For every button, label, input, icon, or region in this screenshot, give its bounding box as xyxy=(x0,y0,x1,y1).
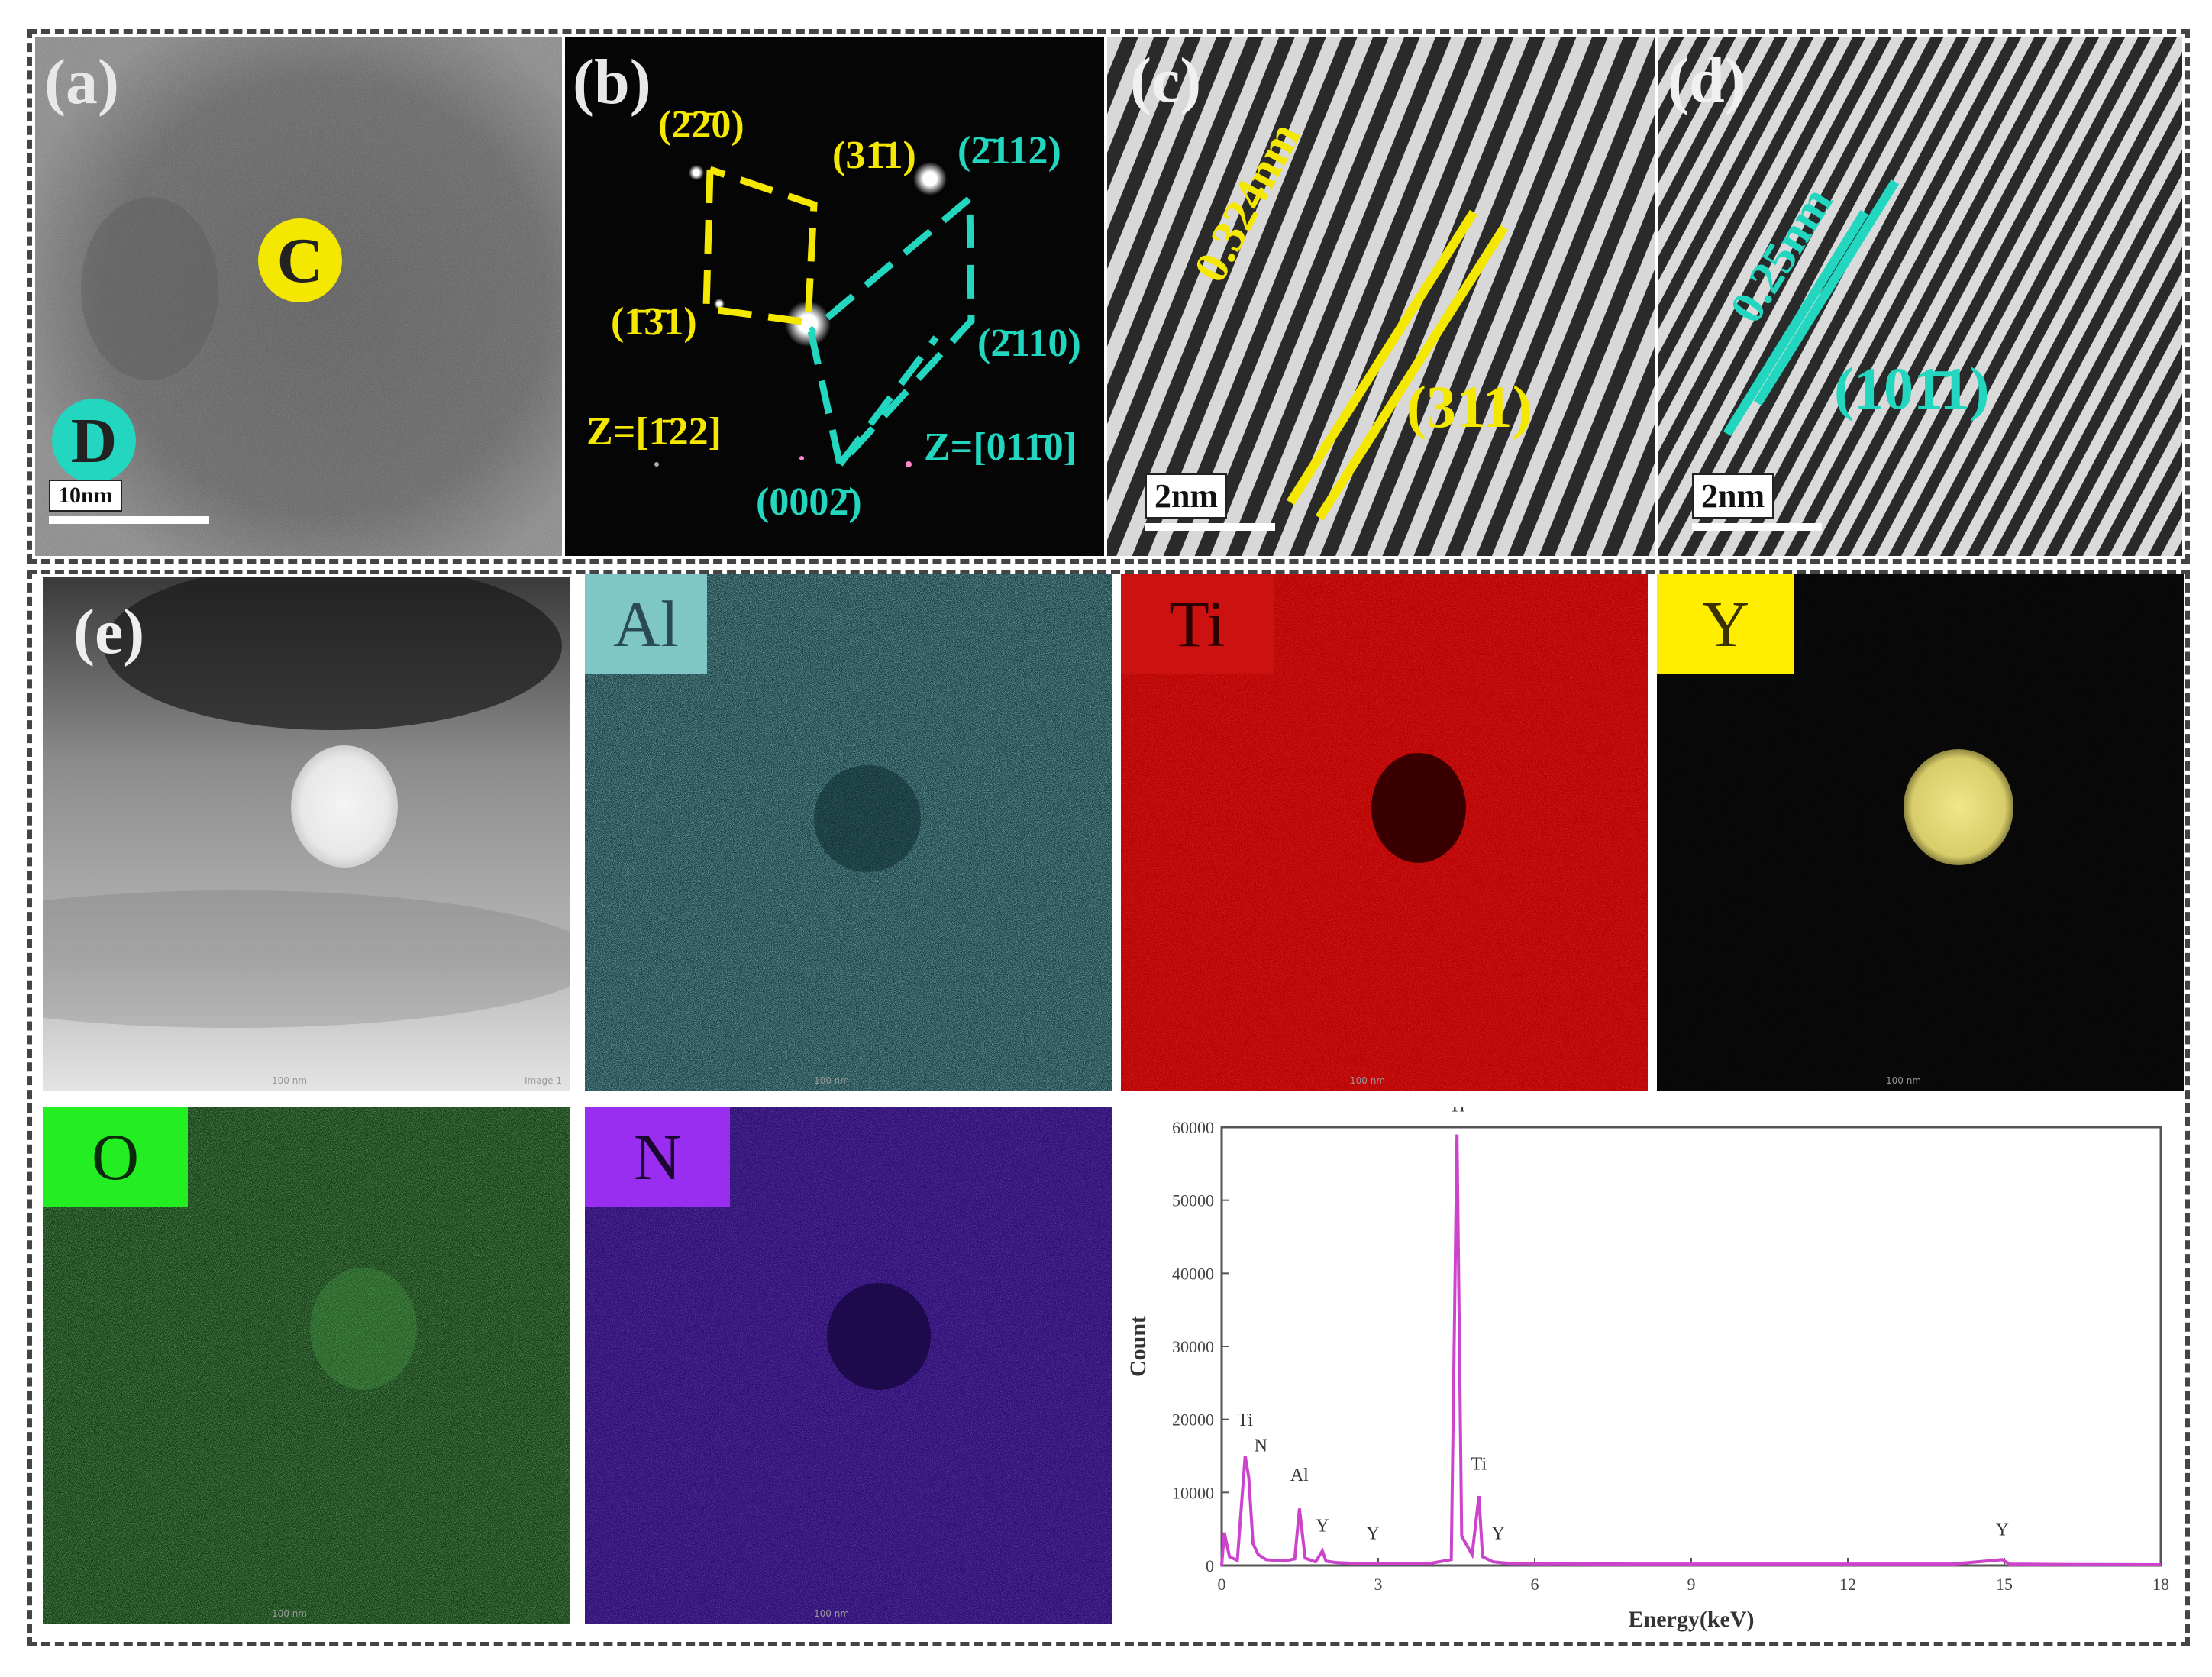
map-o-element: O xyxy=(91,1120,140,1194)
map-ti-scale: 100 nm xyxy=(1350,1075,1386,1086)
panel-b-diffraction: (b) (2̄2̄0) (1̄3̄1) (31̄1) (2̄112) (2̄11… xyxy=(565,37,1104,556)
yellow-dashed-cell xyxy=(702,166,818,327)
spot-label-y2: (31̄1) xyxy=(832,134,916,177)
panel-c-scale-text: 2nm xyxy=(1145,473,1228,519)
map-o-scale: 100 nm xyxy=(272,1608,308,1619)
y-tick-label: 40000 xyxy=(1172,1264,1214,1283)
panel-e-haadf: (e) 100 nm Image 1 xyxy=(43,577,570,1091)
map-y-label: Y xyxy=(1657,574,1794,674)
x-tick-label: 12 xyxy=(1839,1575,1856,1594)
panel-d-lattice xyxy=(1658,37,2182,556)
y-tick-label: 20000 xyxy=(1172,1410,1214,1430)
map-y: Y 100 nm xyxy=(1657,574,2184,1091)
y-tick-label: 60000 xyxy=(1172,1118,1214,1137)
peak-label: Ti xyxy=(1238,1410,1254,1430)
panel-e-image xyxy=(43,577,570,1091)
panel-a-scale-text: 10nm xyxy=(49,480,122,512)
map-n-label: N xyxy=(585,1107,730,1207)
y-tick-label: 10000 xyxy=(1172,1483,1214,1502)
peak-label: Ti xyxy=(1471,1454,1487,1474)
panel-e-detector: Image 1 xyxy=(524,1075,562,1086)
panel-a-scale-bar xyxy=(49,516,209,524)
panel-d-scale-text: 2nm xyxy=(1692,473,1774,519)
marker-c: C xyxy=(258,218,342,302)
peak-label: Y xyxy=(1491,1524,1504,1543)
panel-d-plane: (101̄1) xyxy=(1834,355,1990,422)
peak-label: Ti xyxy=(1449,1107,1465,1116)
bottom-grid-frame xyxy=(27,570,2190,1646)
panel-c-fringes: (c) 0.324nm (311) 2nm xyxy=(1107,37,1655,556)
y-axis-label: Count xyxy=(1125,1316,1151,1377)
y-tick-label: 50000 xyxy=(1172,1191,1214,1210)
spot-label-c2: (0002̄) xyxy=(756,480,862,524)
peak-label: Y xyxy=(1316,1517,1329,1536)
x-tick-label: 6 xyxy=(1531,1575,1539,1594)
panel-b-label: (b) xyxy=(573,47,651,118)
panel-c-plane: (311) xyxy=(1406,373,1532,440)
panel-b-pattern xyxy=(654,162,975,472)
spot-label-c1: (2̄110) xyxy=(977,322,1081,365)
map-ti-element: Ti xyxy=(1169,587,1225,661)
map-al-element: Al xyxy=(613,587,679,661)
panel-d-label: (d) xyxy=(1668,45,1746,116)
panel-c-label: (c) xyxy=(1130,45,1202,116)
y-tick-label: 0 xyxy=(1206,1556,1214,1575)
marker-d: D xyxy=(52,399,136,483)
panel-a-scalebar: 10nm xyxy=(49,480,209,524)
spectrum-line xyxy=(1220,1134,2162,1567)
map-ti: Ti 100 nm xyxy=(1121,574,1648,1091)
peak-label: Y xyxy=(1996,1520,2009,1540)
cyan-dashed-cell xyxy=(807,191,975,472)
panel-a-tem-image: (a) C D 10nm xyxy=(35,37,562,556)
panel-d-scalebar: 2nm xyxy=(1692,473,1822,531)
eds-spectrum-panel: 0 10000 20000 30000 40000 50000 60000 0 3 6 9 12 15 1… xyxy=(1122,1107,2184,1639)
top-row-frame xyxy=(27,29,2190,564)
map-y-element: Y xyxy=(1701,587,1750,661)
x-tick-label: 15 xyxy=(1996,1575,2013,1594)
x-tick-label: 0 xyxy=(1218,1575,1226,1594)
map-n-scale: 100 nm xyxy=(814,1608,850,1619)
map-ti-label: Ti xyxy=(1121,574,1274,674)
zone-axis-cyan: Z=[011̄0] xyxy=(924,425,1077,469)
panel-d-scale-bar xyxy=(1692,523,1822,531)
spot-label-c0: (2̄112) xyxy=(957,129,1061,173)
peak-label: N xyxy=(1255,1436,1267,1456)
map-o-label: O xyxy=(43,1107,188,1207)
y-tick-label: 30000 xyxy=(1172,1337,1214,1356)
panel-c-scale-bar xyxy=(1145,523,1275,531)
marker-d-letter: D xyxy=(70,405,118,477)
zone-axis-yellow: Z=[1̄22] xyxy=(586,410,722,454)
peak-label: Y xyxy=(1366,1524,1379,1543)
map-o: O 100 nm xyxy=(43,1107,570,1624)
spot-label-y1: (1̄3̄1) xyxy=(611,300,697,344)
panel-e-scale: 100 nm xyxy=(272,1075,308,1086)
eds-spectrum-chart: 0 10000 20000 30000 40000 50000 60000 0 3 6 9 12 15 1… xyxy=(1125,1107,2169,1632)
marker-c-letter: C xyxy=(276,225,324,296)
map-n-element: N xyxy=(633,1120,682,1194)
x-tick-label: 18 xyxy=(2152,1575,2169,1594)
x-tick-label: 9 xyxy=(1687,1575,1696,1594)
panel-a-label: (a) xyxy=(44,47,119,118)
panel-d-fringes: (d) 0.25nm (101̄1) 2nm xyxy=(1658,37,2182,556)
x-axis-label: Energy(keV) xyxy=(1629,1607,1755,1632)
map-al: Al 100 nm xyxy=(585,574,1112,1091)
panel-e-label: (e) xyxy=(73,596,145,667)
plot-frame xyxy=(1220,1126,2162,1567)
map-n: N 100 nm xyxy=(585,1107,1112,1624)
x-tick-label: 3 xyxy=(1374,1575,1383,1594)
map-al-label: Al xyxy=(585,574,707,674)
map-y-scale: 100 nm xyxy=(1886,1075,1922,1086)
map-al-scale: 100 nm xyxy=(814,1075,850,1086)
spot-label-y0: (2̄2̄0) xyxy=(658,103,744,147)
peak-label: Al xyxy=(1290,1465,1309,1485)
panel-c-lattice xyxy=(1107,37,1655,556)
panel-c-scalebar: 2nm xyxy=(1145,473,1275,531)
